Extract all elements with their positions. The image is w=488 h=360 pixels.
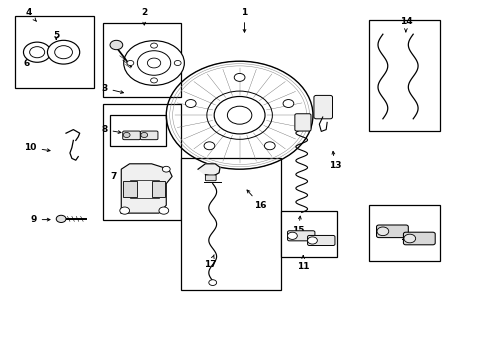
FancyBboxPatch shape — [294, 114, 310, 131]
Circle shape — [264, 142, 275, 150]
Bar — [123, 181, 137, 197]
Polygon shape — [198, 164, 220, 176]
Text: 17: 17 — [203, 255, 216, 269]
Text: 7: 7 — [110, 172, 128, 183]
Circle shape — [120, 207, 129, 214]
Polygon shape — [121, 164, 172, 213]
FancyBboxPatch shape — [376, 225, 407, 238]
Circle shape — [141, 132, 147, 138]
Circle shape — [150, 43, 157, 48]
Circle shape — [162, 166, 170, 172]
Text: 11: 11 — [296, 256, 309, 271]
Text: 2: 2 — [141, 8, 147, 25]
Text: 5: 5 — [53, 31, 59, 40]
Text: 1: 1 — [241, 8, 247, 32]
Circle shape — [47, 40, 80, 64]
Circle shape — [174, 60, 181, 66]
Text: 10: 10 — [24, 143, 50, 152]
Circle shape — [150, 78, 157, 83]
Circle shape — [30, 47, 44, 58]
Text: 12: 12 — [399, 233, 411, 242]
FancyBboxPatch shape — [307, 235, 334, 246]
Circle shape — [123, 41, 184, 85]
Bar — [281, 211, 337, 257]
Text: 15: 15 — [291, 216, 304, 235]
Text: 9: 9 — [30, 215, 50, 224]
Circle shape — [403, 234, 415, 243]
Text: 3: 3 — [101, 84, 123, 94]
FancyBboxPatch shape — [122, 131, 140, 140]
FancyBboxPatch shape — [313, 95, 332, 119]
Bar — [102, 23, 181, 97]
Text: 4: 4 — [25, 8, 36, 21]
Circle shape — [137, 51, 170, 75]
FancyBboxPatch shape — [403, 232, 434, 245]
Circle shape — [127, 60, 134, 66]
Bar — [110, 115, 166, 146]
Circle shape — [123, 132, 130, 138]
FancyBboxPatch shape — [140, 131, 158, 140]
Circle shape — [283, 100, 293, 108]
Text: 8: 8 — [101, 125, 121, 134]
Circle shape — [234, 73, 244, 81]
Circle shape — [159, 207, 168, 214]
Circle shape — [110, 40, 122, 50]
Text: 16: 16 — [246, 190, 266, 210]
Circle shape — [376, 227, 388, 236]
Circle shape — [287, 232, 297, 239]
FancyBboxPatch shape — [205, 175, 216, 181]
Circle shape — [203, 142, 214, 150]
Bar — [102, 104, 181, 220]
Circle shape — [55, 46, 72, 59]
Bar — [368, 205, 439, 261]
Bar — [15, 16, 94, 88]
Bar — [151, 181, 165, 197]
Circle shape — [185, 100, 196, 108]
Bar — [181, 158, 281, 290]
Circle shape — [56, 215, 66, 222]
Circle shape — [147, 58, 161, 68]
FancyBboxPatch shape — [287, 231, 314, 241]
Circle shape — [307, 237, 317, 244]
Circle shape — [23, 42, 51, 62]
Text: 6: 6 — [24, 58, 33, 68]
Text: 13: 13 — [328, 151, 341, 170]
Circle shape — [208, 280, 216, 285]
Bar — [368, 20, 439, 131]
Text: 14: 14 — [399, 17, 411, 32]
